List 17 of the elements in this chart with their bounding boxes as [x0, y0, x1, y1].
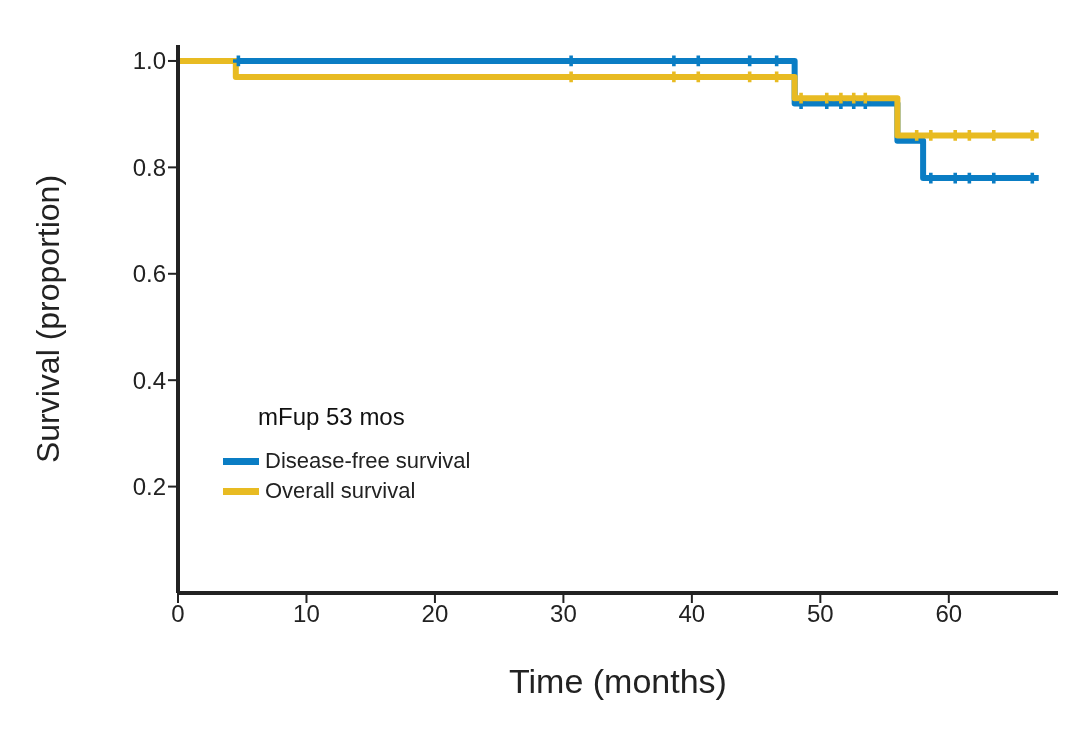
- y-tick-label: 0.4: [132, 366, 166, 394]
- x-tick-label: 0: [171, 600, 185, 628]
- y-tick-label: 0.6: [132, 260, 166, 288]
- x-axis-title: Time (months): [509, 662, 727, 700]
- y-axis-title: Survival (proportion): [30, 174, 67, 464]
- y-tick-label: 0.8: [132, 153, 166, 181]
- y-tick-label: 0.2: [132, 473, 166, 501]
- x-tick-label: 50: [806, 600, 834, 628]
- x-tick-label: 10: [293, 600, 320, 628]
- annotation: mFup 53 mos: [258, 403, 405, 431]
- x-tick-label: 30: [550, 600, 577, 628]
- y-tick-label: 1.0: [132, 47, 166, 75]
- x-tick-label: 20: [421, 600, 449, 628]
- legend-label: Overall survival: [265, 478, 416, 504]
- legend-label: Disease-free survival: [265, 448, 471, 474]
- x-tick-label: 60: [935, 600, 963, 628]
- x-tick-label: 40: [678, 600, 706, 628]
